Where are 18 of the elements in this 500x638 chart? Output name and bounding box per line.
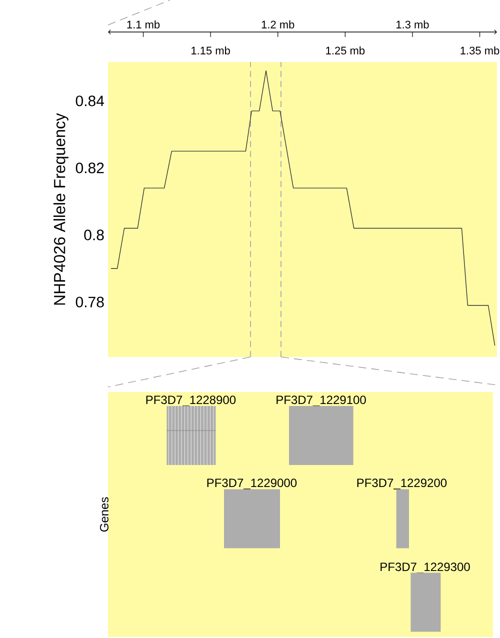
x2-tick-label: 1.2 mb: [262, 20, 294, 28]
y-axis-title: NHP4026 Allele Frequency: [53, 113, 68, 305]
text: PF3D7_1228900: [146, 396, 236, 406]
y-tick-label: 0.82: [76, 162, 104, 174]
x-tick-label: 1.15 mb: [192, 46, 230, 54]
text: Genes: [100, 497, 108, 532]
x-tick-label: 1.35 mb: [460, 46, 500, 54]
text: PF3D7_1229100: [276, 396, 366, 406]
text: PF3D7_1229300: [380, 562, 470, 574]
x2-tick-label: 1.1 mb: [127, 20, 160, 28]
x2-tick-label: 1.3 mb: [396, 20, 429, 28]
line-series: [110, 70, 496, 346]
x-tick-label: 1.25 mb: [326, 46, 365, 54]
y-tick-label: 0.84: [76, 96, 104, 106]
text: PF3D7_1229000: [207, 478, 297, 490]
y-tick-label: 0.78: [76, 296, 104, 308]
y-tick-label: 0.8: [84, 230, 104, 240]
text: PF3D7_1229200: [357, 478, 447, 490]
